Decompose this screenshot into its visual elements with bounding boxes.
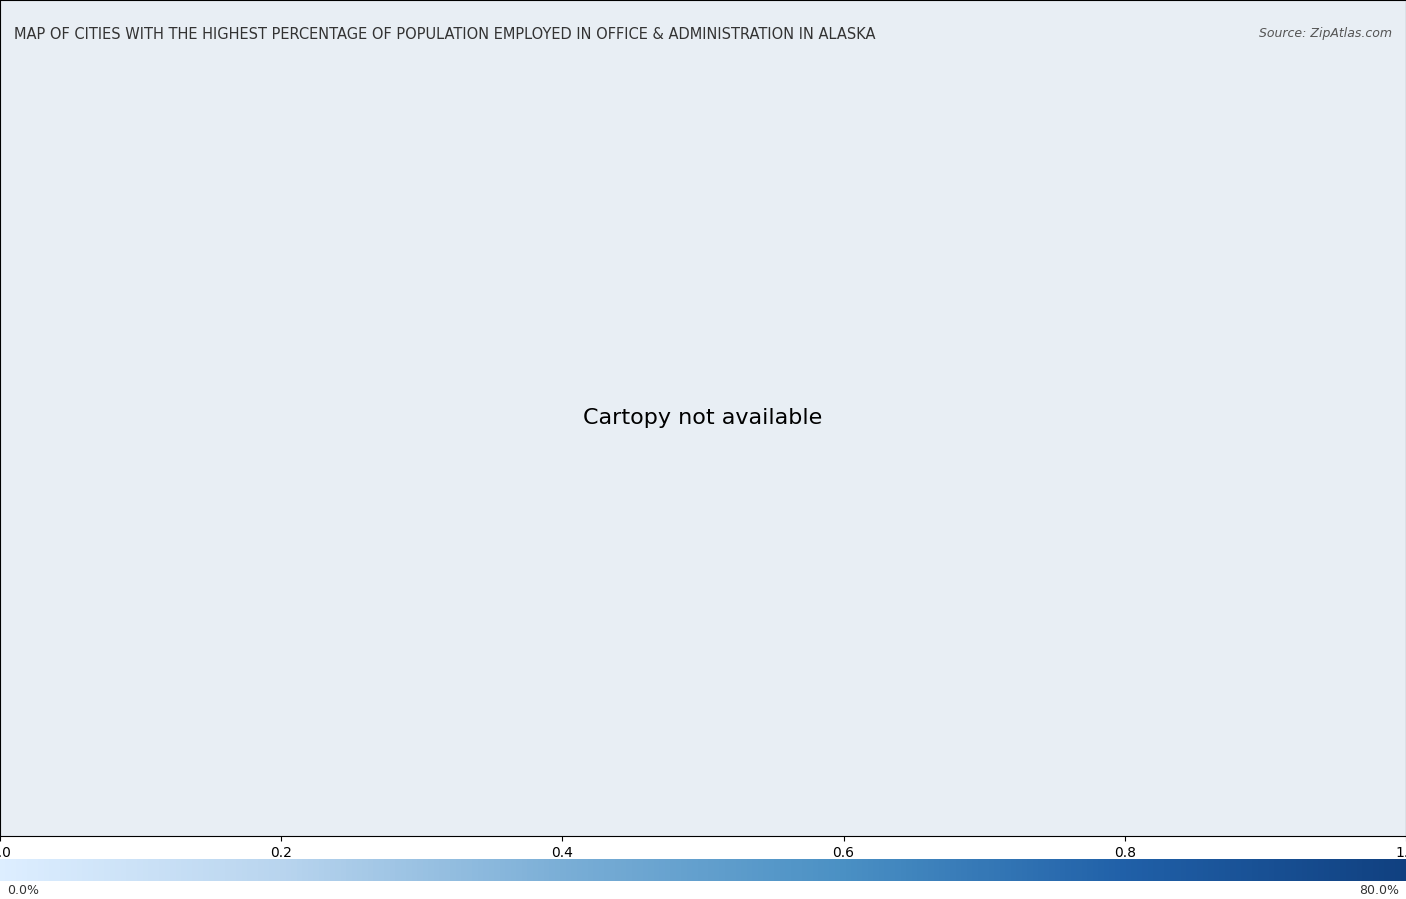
Text: 0.0%: 0.0% <box>7 884 39 896</box>
Text: MAP OF CITIES WITH THE HIGHEST PERCENTAGE OF POPULATION EMPLOYED IN OFFICE & ADM: MAP OF CITIES WITH THE HIGHEST PERCENTAG… <box>14 27 876 42</box>
Text: Source: ZipAtlas.com: Source: ZipAtlas.com <box>1258 27 1392 40</box>
Text: 80.0%: 80.0% <box>1360 884 1399 896</box>
Text: Cartopy not available: Cartopy not available <box>583 408 823 428</box>
